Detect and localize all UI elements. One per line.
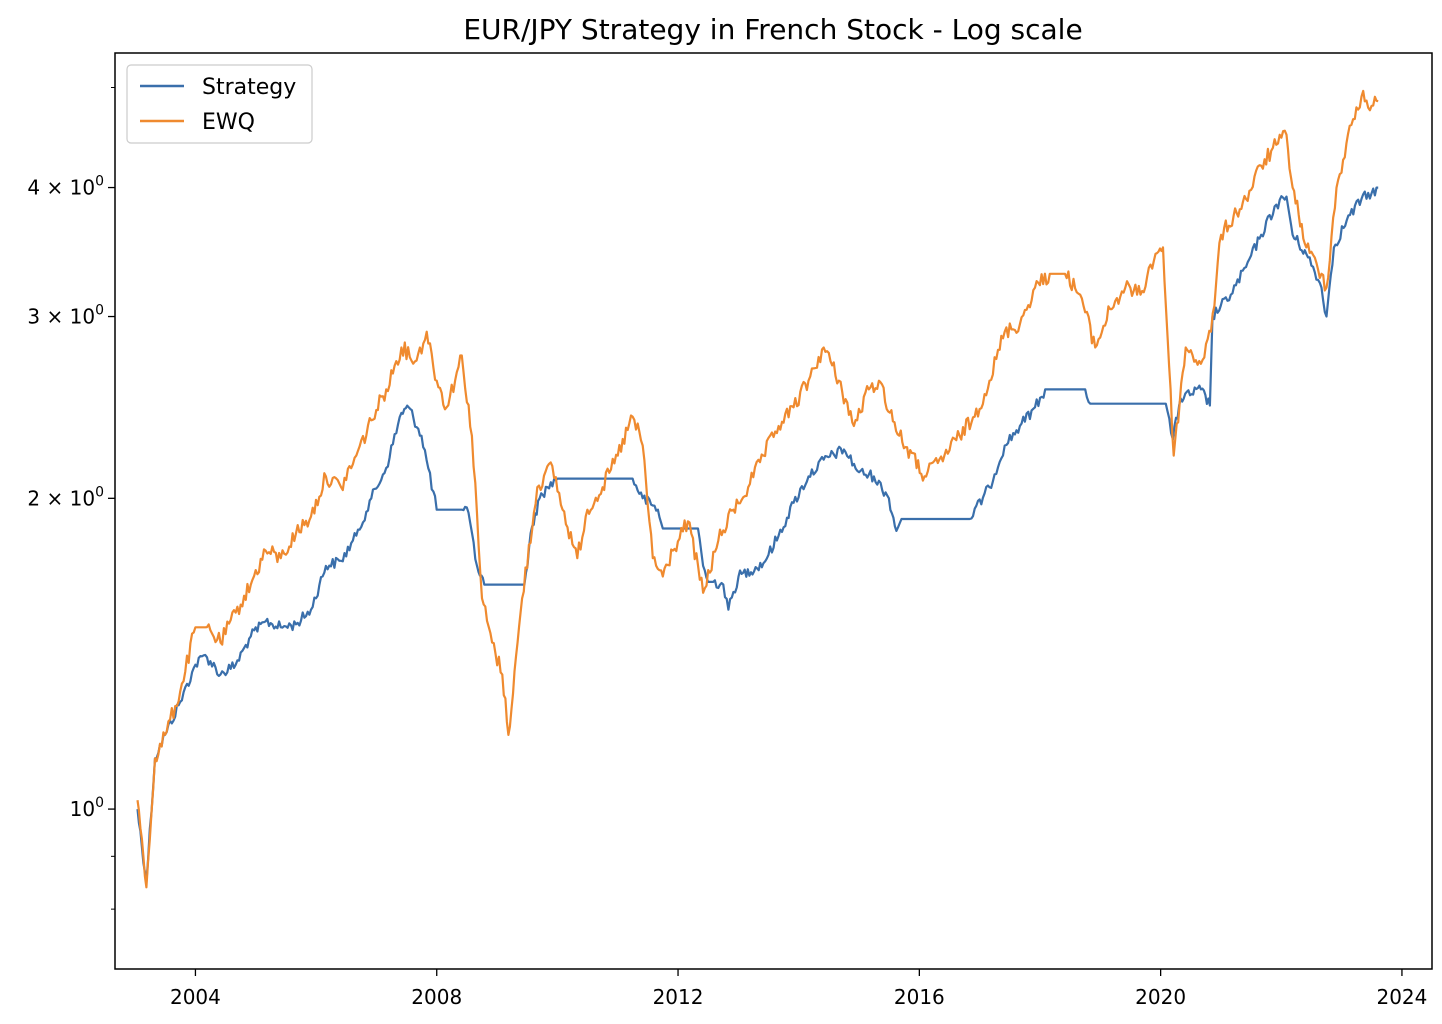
series-line-strategy <box>136 186 1379 884</box>
y-tick-label: 100 <box>70 795 104 821</box>
series-ewq <box>136 89 1379 889</box>
x-tick-label: 2020 <box>1135 985 1186 1009</box>
legend-label-ewq: EWQ <box>202 110 255 135</box>
y-tick-label: 3 × 100 <box>27 303 104 329</box>
x-tick-label: 2004 <box>170 985 221 1009</box>
series-strategy <box>136 186 1379 884</box>
chart-title: EUR/JPY Strategy in French Stock - Log s… <box>463 13 1082 46</box>
x-axis-ticks: 2004 2008 2012 2016 2020 2024 <box>170 969 1427 1009</box>
legend-label-strategy: Strategy <box>202 75 296 100</box>
y-axis-ticks: 100 2 × 100 3 × 100 4 × 100 <box>27 87 115 910</box>
x-tick-label: 2024 <box>1376 985 1427 1009</box>
y-tick-label: 4 × 100 <box>27 174 104 200</box>
legend: Strategy EWQ <box>126 64 313 144</box>
legend-box <box>126 64 313 144</box>
y-tick-label: 2 × 100 <box>27 484 104 510</box>
x-tick-label: 2016 <box>894 985 945 1009</box>
x-tick-label: 2012 <box>653 985 704 1009</box>
series-line-ewq <box>136 89 1379 889</box>
series-layer <box>136 89 1379 889</box>
plot-frame <box>114 52 1433 970</box>
x-tick-label: 2008 <box>411 985 462 1009</box>
